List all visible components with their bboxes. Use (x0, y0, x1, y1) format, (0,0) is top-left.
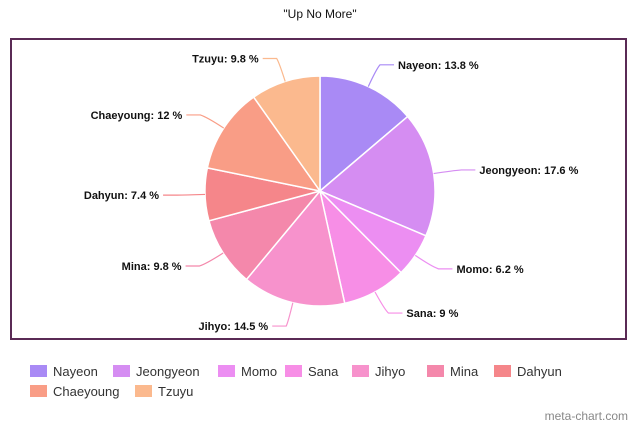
pie-slice-nayeon[interactable] (319, 75, 409, 193)
pie-slice-jeongyeon[interactable] (318, 115, 436, 237)
legend-label: Jeongyeon (136, 363, 200, 379)
legend-swatch (285, 365, 302, 377)
chart-title: "Up No More" (283, 7, 357, 21)
leader-line-momo (414, 254, 453, 270)
legend-item-tzuyu[interactable]: Tzuyu (135, 384, 210, 399)
data-label-jihyo: Jihyo: 14.5 % (199, 321, 269, 333)
leader-line-jeongyeon (433, 169, 476, 175)
legend-swatch (135, 385, 152, 397)
data-label-chaeyoung: Chaeyoung: 12 % (91, 110, 183, 122)
pie-slice-jihyo[interactable] (245, 189, 346, 307)
legend-item-momo[interactable]: Momo (218, 364, 285, 379)
pie-slice-tzuyu[interactable] (252, 75, 321, 194)
legend-item-jeongyeon[interactable]: Jeongyeon (113, 364, 218, 379)
legend-swatch (113, 365, 130, 377)
watermark: meta-chart.com (544, 409, 628, 423)
data-label-sana: Sana: 9 % (406, 308, 458, 320)
data-label-mina: Mina: 9.8 % (122, 261, 182, 273)
plot-frame (10, 38, 627, 340)
legend-swatch (494, 365, 511, 377)
legend-row: Nayeon Jeongyeon Momo Sana Jihyo Mina Dahyun (30, 361, 630, 381)
legend-item-nayeon[interactable]: Nayeon (30, 364, 113, 379)
data-label-dahyun: Dahyun: 7.4 % (84, 190, 159, 202)
leader-line-chaeyoung (186, 114, 225, 129)
legend-item-chaeyoung[interactable]: Chaeyoung (30, 384, 135, 399)
legend-label: Nayeon (53, 363, 98, 379)
leader-line-jihyo (272, 302, 294, 327)
legend-row: Chaeyoung Tzuyu (30, 381, 630, 401)
data-label-jeongyeon: Jeongyeon: 17.6 % (479, 165, 578, 177)
legend-swatch (218, 365, 235, 377)
legend-label: Jihyo (375, 363, 406, 379)
legend-label: Tzuyu (158, 383, 194, 399)
data-label-momo: Momo: 6.2 % (456, 264, 523, 276)
legend-swatch (30, 365, 47, 377)
leader-line-nayeon (367, 64, 395, 87)
leader-line-dahyun (163, 193, 206, 196)
leader-line-sana (374, 291, 403, 314)
legend-label: Momo (241, 363, 278, 379)
legend-item-jihyo[interactable]: Jihyo (352, 364, 427, 379)
legend-swatch (352, 365, 369, 377)
leader-line-tzuyu (262, 57, 286, 82)
legend-label: Chaeyoung (53, 383, 120, 399)
legend-item-dahyun[interactable]: Dahyun (494, 364, 577, 379)
legend-label: Sana (308, 363, 339, 379)
legend-label: Dahyun (517, 363, 562, 379)
data-label-tzuyu: Tzuyu: 9.8 % (192, 54, 259, 66)
legend-item-sana[interactable]: Sana (285, 364, 352, 379)
legend-label: Mina (450, 363, 479, 379)
legend-swatch (427, 365, 444, 377)
legend: Nayeon Jeongyeon Momo Sana Jihyo Mina Dahyun Ch… (30, 361, 630, 401)
leader-line-mina (185, 252, 224, 267)
legend-swatch (30, 385, 47, 397)
legend-item-mina[interactable]: Mina (427, 364, 494, 379)
data-label-nayeon: Nayeon: 13.8 % (398, 60, 479, 72)
